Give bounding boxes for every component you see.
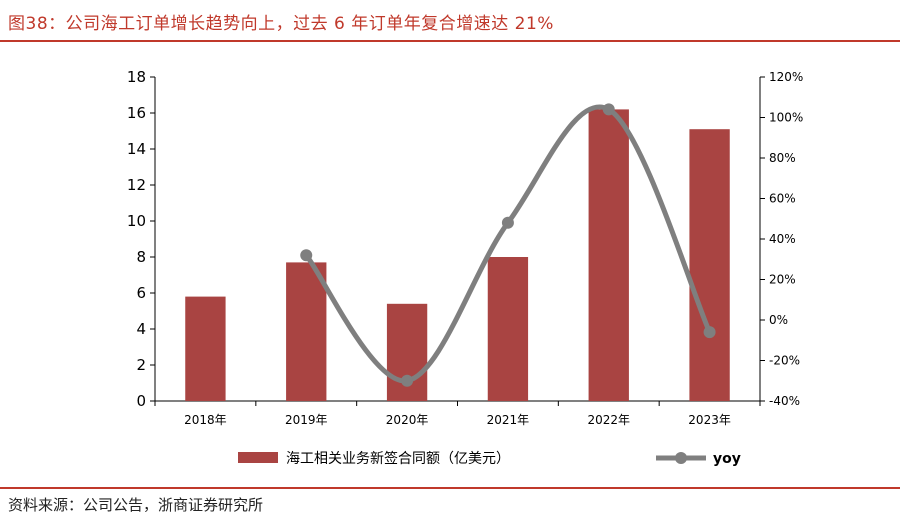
left-tick-label: 0 [136, 392, 146, 410]
legend-bar-label: 海工相关业务新签合同额（亿美元） [286, 450, 510, 467]
footer-rule [0, 487, 900, 489]
x-tick-label: 2021年 [487, 413, 530, 427]
legend-line-marker [675, 452, 687, 464]
page-title: 图38：公司海工订单增长趋势向上，过去 6 年订单年复合增速达 21% [8, 14, 554, 34]
x-tick-label: 2023年 [688, 413, 731, 427]
title-rule [0, 40, 900, 42]
yoy-point [703, 326, 716, 339]
left-tick-label: 8 [136, 248, 146, 266]
left-tick-label: 18 [127, 68, 146, 86]
right-tick-label: 0% [769, 313, 788, 327]
left-tick-label: 4 [136, 320, 146, 338]
x-tick-label: 2019年 [285, 413, 328, 427]
right-tick-label: 60% [769, 192, 796, 206]
right-tick-label: 120% [769, 70, 803, 84]
x-tick-label: 2020年 [386, 413, 429, 427]
bar [487, 257, 529, 401]
left-tick-label: 16 [127, 104, 146, 122]
right-tick-label: -20% [769, 354, 800, 368]
right-tick-label: 20% [769, 273, 796, 287]
right-tick-label: -40% [769, 394, 800, 408]
bar [689, 129, 730, 401]
yoy-point [401, 374, 414, 387]
x-tick-label: 2022年 [587, 413, 630, 427]
bar [185, 296, 226, 401]
source-note: 资料来源：公司公告，浙商证券研究所 [8, 496, 264, 514]
right-tick-label: 80% [769, 151, 796, 165]
yoy-point [501, 216, 514, 229]
left-tick-label: 14 [127, 140, 146, 158]
left-tick-label: 6 [136, 284, 146, 302]
legend-bar-swatch [238, 452, 278, 463]
legend-line-label: yoy [713, 451, 741, 467]
left-tick-label: 10 [127, 212, 146, 230]
right-tick-label: 100% [769, 111, 803, 125]
yoy-point [300, 249, 313, 262]
right-tick-label: 40% [769, 232, 796, 246]
yoy-point [602, 103, 615, 116]
bar [286, 262, 327, 401]
left-tick-label: 12 [127, 176, 146, 194]
x-tick-label: 2018年 [184, 413, 227, 427]
left-tick-label: 2 [136, 356, 146, 374]
bar [588, 109, 629, 402]
